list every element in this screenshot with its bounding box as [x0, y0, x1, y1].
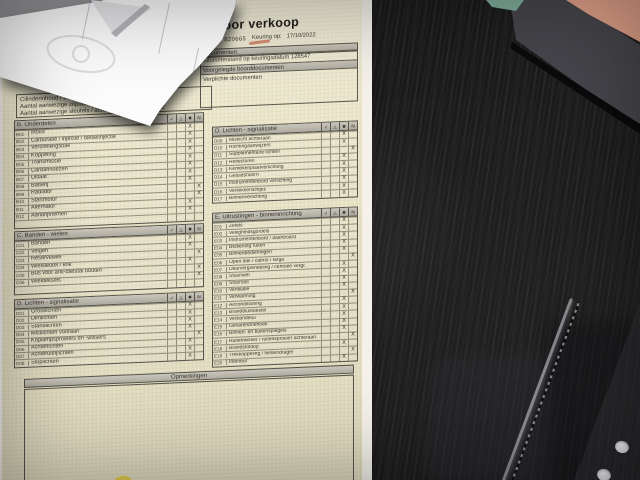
green-object-sliver [486, 0, 524, 11]
photo-scene: t van het voertuig voor verkoop ig zonde… [0, 0, 640, 480]
